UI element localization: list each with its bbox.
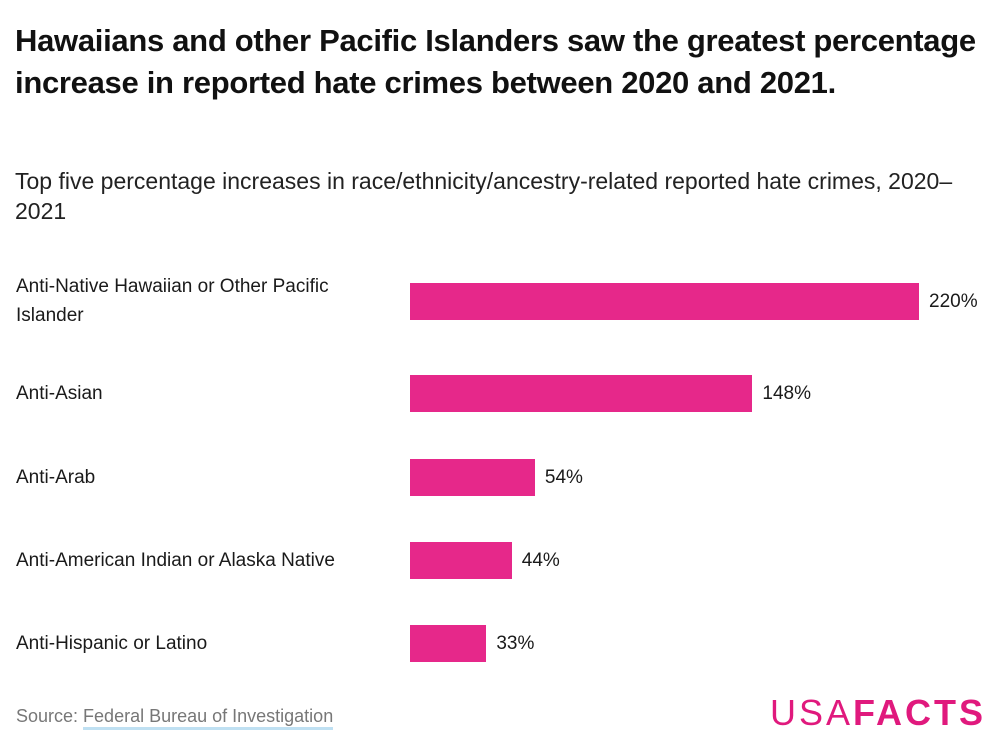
- value-label: 33%: [496, 632, 535, 654]
- bar: [410, 458, 535, 496]
- bar: [410, 624, 487, 662]
- usafacts-logo: USAFACTS: [770, 692, 986, 734]
- value-label: 220%: [929, 290, 978, 312]
- chart-subtitle: Top five percentage increases in race/et…: [15, 168, 953, 224]
- logo-facts: FACTS: [852, 692, 986, 733]
- bar: [410, 282, 919, 320]
- category-label: Anti-Arab: [16, 466, 96, 488]
- value-label: 54%: [544, 466, 583, 488]
- category-label: Anti-Native Hawaiian or Other Pacific Is…: [16, 276, 329, 326]
- source-link[interactable]: Federal Bureau of Investigation: [83, 706, 334, 730]
- category-label: Anti-Asian: [16, 382, 103, 404]
- value-label: 44%: [521, 549, 560, 571]
- category-label: Anti-American Indian or Alaska Native: [16, 549, 335, 571]
- bar: [410, 541, 512, 579]
- source-prefix: Source:: [16, 706, 84, 726]
- bar: [410, 374, 753, 412]
- category-label: Anti-Hispanic or Latino: [16, 632, 208, 654]
- chart-title: Hawaiians and other Pacific Islanders sa…: [15, 23, 976, 100]
- value-label: 148%: [762, 382, 812, 404]
- logo-usa: USA: [769, 692, 853, 733]
- source-note: Source: Federal Bureau of Investigation: [16, 706, 334, 730]
